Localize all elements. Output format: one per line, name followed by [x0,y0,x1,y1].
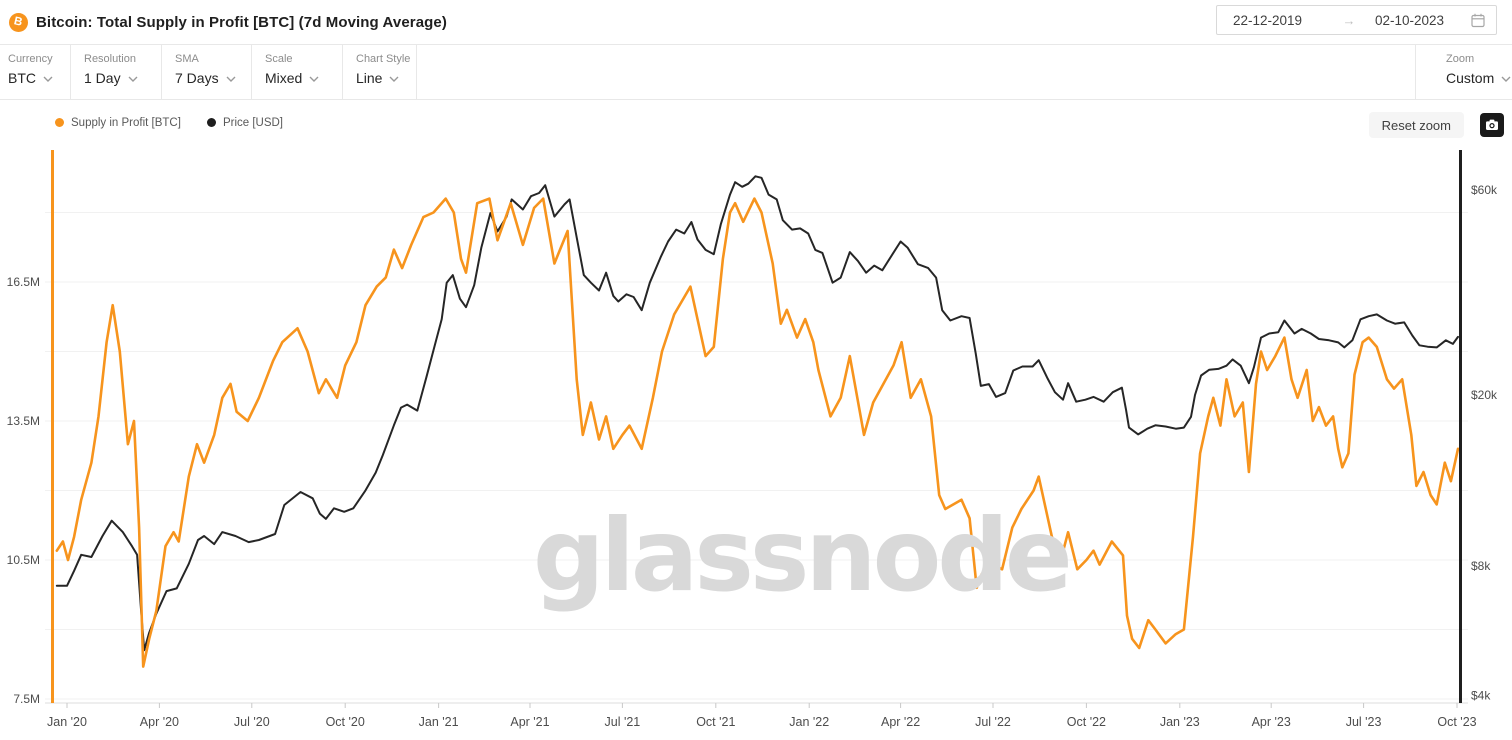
x-axis-tick-label: Jul '21 [605,715,641,729]
x-axis-tick-label: Jan '22 [789,715,829,729]
legend-row: Supply in Profit [BTC] Price [USD] Reset… [0,100,1512,145]
date-from-field[interactable]: 22-12-2019 [1233,12,1303,28]
chevron-down-icon [309,76,319,82]
x-axis-tick-label: Apr '21 [510,715,549,729]
date-range-arrow-icon: → [1342,12,1356,28]
scale-dropdown[interactable]: Scale Mixed [252,45,343,99]
price-supply-chart[interactable]: Jan '20 Apr '20 Jul '20 Oct '20 Jan '21 Apr '… [0,145,1512,740]
chart-style-label: Chart Style [356,53,411,65]
scale-label: Scale [265,53,293,65]
sma-value: 7 Days [175,70,219,86]
x-axis-tick-label: Oct '20 [326,715,365,729]
x-axis-tick-label: Oct '22 [1067,715,1106,729]
bitcoin-icon: B [9,12,28,32]
legend-item-supply-in-profit[interactable]: Supply in Profit [BTC] [55,117,181,129]
sma-dropdown[interactable]: SMA 7 Days [162,45,252,99]
y-left-tick-label: 7.5M [13,692,40,706]
currency-value: BTC [8,70,36,86]
x-axis-tick-label: Oct '23 [1437,715,1476,729]
calendar-icon[interactable] [1470,12,1486,28]
y-right-tick-label: $4k [1471,689,1491,703]
y-left-tick-label: 10.5M [7,553,40,567]
x-axis-tick-label: Jul '22 [975,715,1011,729]
chevron-down-icon [226,76,236,82]
chevron-down-icon [43,76,53,82]
chevron-down-icon [389,76,399,82]
x-axis-tick-label: Jul '23 [1346,715,1382,729]
x-axis-tick-label: Apr '22 [881,715,920,729]
chart-toolbar: Currency BTC Resolution 1 Day SMA 7 Days… [0,44,1512,100]
chart-style-dropdown[interactable]: Chart Style Line [343,45,417,99]
currency-label: Currency [8,53,53,65]
supply-series-dot-icon [55,118,64,127]
x-axis-tick-label: Jul '20 [234,715,270,729]
header: B Bitcoin: Total Supply in Profit [BTC] … [0,0,1512,44]
chart-style-value: Line [356,70,383,86]
resolution-dropdown[interactable]: Resolution 1 Day [71,45,162,99]
y-left-tick-label: 13.5M [7,414,40,428]
y-right-tick-label: $20k [1471,388,1498,402]
zoom-label: Zoom [1446,53,1475,65]
x-axis-tick-label: Jan '23 [1160,715,1200,729]
chevron-down-icon [1501,76,1511,82]
x-axis-tick-label: Jan '20 [47,715,87,729]
date-to-field[interactable]: 02-10-2023 [1375,12,1445,28]
chevron-down-icon [128,76,138,82]
camera-button[interactable] [1480,113,1504,137]
sma-label: SMA [175,53,199,65]
date-range-picker[interactable]: 22-12-2019 → 02-10-2023 [1216,5,1497,35]
legend-label: Price [USD] [222,116,284,129]
zoom-value: Custom [1446,70,1495,86]
supply-in-profit-line [55,197,1460,668]
y-left-tick-label: 16.5M [7,275,40,289]
page-title: Bitcoin: Total Supply in Profit [BTC] (7… [36,13,447,31]
legend-item-price[interactable]: Price [USD] [206,116,284,129]
zoom-dropdown[interactable]: Zoom Custom [1415,45,1512,99]
price-series-dot-icon [206,118,216,127]
legend-label: Supply in Profit [BTC] [71,116,181,129]
scale-value: Mixed [265,70,303,86]
y-right-tick-label: $60k [1471,183,1498,197]
x-axis-tick-label: Apr '23 [1252,715,1291,729]
x-axis-tick-label: Apr '20 [140,715,179,729]
y-right-tick-label: $8k [1471,559,1491,573]
resolution-value: 1 Day [84,70,121,86]
camera-icon [1486,119,1498,130]
chart-area[interactable]: Jan '20 Apr '20 Jul '20 Oct '20 Jan '21 Apr '… [0,145,1512,740]
reset-zoom-button[interactable]: Reset zoom [1368,112,1464,138]
currency-dropdown[interactable]: Currency BTC [0,45,71,99]
resolution-label: Resolution [84,53,136,65]
x-axis-tick-label: Jan '21 [419,715,459,729]
x-axis-tick-label: Oct '21 [696,715,735,729]
price-line [55,175,1459,652]
